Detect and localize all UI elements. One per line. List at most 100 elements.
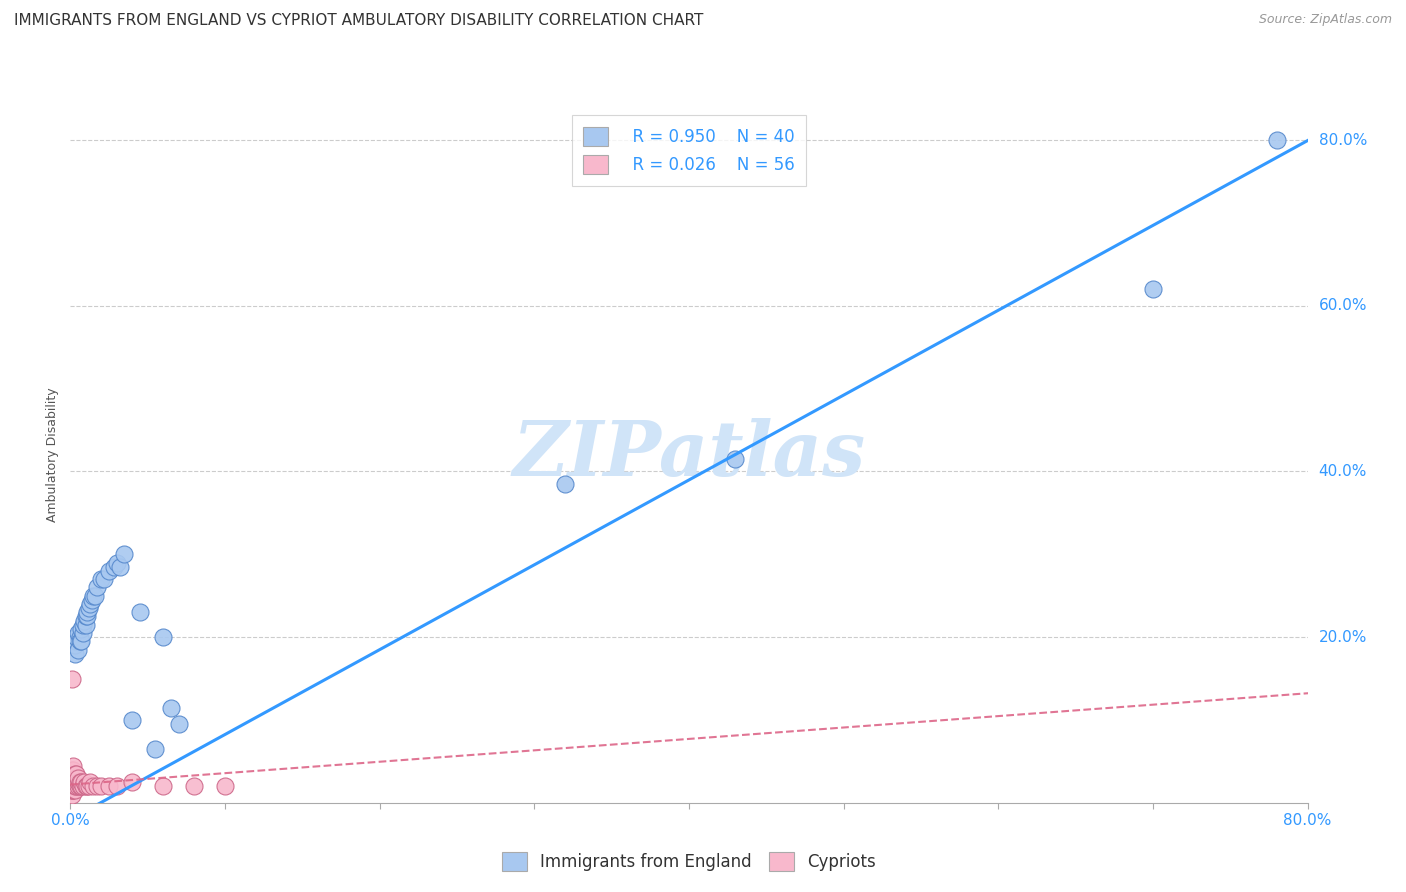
Point — [73, 614, 96, 628]
Point — [76, 779, 98, 793]
Point — [62, 775, 84, 789]
Point — [79, 775, 101, 789]
Text: IMMIGRANTS FROM ENGLAND VS CYPRIOT AMBULATORY DISABILITY CORRELATION CHART: IMMIGRANTS FROM ENGLAND VS CYPRIOT AMBUL… — [14, 13, 703, 29]
Point — [90, 779, 112, 793]
Point — [65, 771, 87, 785]
Point — [67, 626, 90, 640]
Point — [60, 771, 83, 785]
Point — [108, 559, 131, 574]
Point — [167, 717, 190, 731]
Point — [98, 779, 120, 793]
Point — [67, 771, 90, 785]
Point — [63, 647, 86, 661]
Point — [69, 779, 91, 793]
Point — [70, 779, 93, 793]
Point — [152, 779, 174, 793]
Point — [65, 775, 87, 789]
Point — [80, 592, 103, 607]
Point — [70, 775, 93, 789]
Point — [60, 775, 83, 789]
Point — [554, 476, 576, 491]
Point — [60, 775, 83, 789]
Text: ZIPatlas: ZIPatlas — [512, 418, 866, 491]
Point — [160, 700, 183, 714]
Point — [62, 783, 84, 797]
Point — [60, 766, 83, 781]
Point — [62, 771, 84, 785]
Y-axis label: Ambulatory Disability: Ambulatory Disability — [46, 388, 59, 522]
Point — [82, 589, 105, 603]
Point — [69, 775, 91, 789]
Point — [72, 626, 94, 640]
Point — [62, 771, 84, 785]
Point — [86, 581, 108, 595]
Point — [90, 572, 112, 586]
Point — [60, 771, 83, 785]
Point — [67, 775, 90, 789]
Point — [1265, 133, 1288, 147]
Point — [63, 771, 86, 785]
Point — [75, 779, 97, 793]
Point — [62, 758, 84, 772]
Point — [62, 763, 84, 777]
Point — [105, 779, 128, 793]
Point — [60, 788, 83, 802]
Point — [65, 766, 87, 781]
Point — [70, 634, 93, 648]
Point — [152, 630, 174, 644]
Point — [63, 766, 86, 781]
Point — [103, 559, 125, 574]
Point — [70, 622, 93, 636]
Point — [69, 634, 91, 648]
Point — [121, 775, 143, 789]
Text: 80.0%: 80.0% — [1319, 133, 1367, 148]
Text: Source: ZipAtlas.com: Source: ZipAtlas.com — [1258, 13, 1392, 27]
Point — [63, 639, 86, 653]
Text: 60.0%: 60.0% — [1319, 298, 1367, 313]
Point — [60, 779, 83, 793]
Point — [60, 766, 83, 781]
Text: 40.0%: 40.0% — [1319, 464, 1367, 479]
Point — [65, 630, 87, 644]
Point — [77, 779, 100, 793]
Point — [60, 783, 83, 797]
Point — [73, 775, 96, 789]
Point — [67, 779, 90, 793]
Point — [65, 779, 87, 793]
Point — [72, 779, 94, 793]
Point — [62, 779, 84, 793]
Point — [60, 779, 83, 793]
Point — [76, 605, 98, 619]
Point — [63, 779, 86, 793]
Point — [1142, 282, 1164, 296]
Point — [75, 617, 97, 632]
Point — [60, 783, 83, 797]
Point — [129, 605, 152, 619]
Point — [60, 763, 83, 777]
Point — [98, 564, 120, 578]
Point — [121, 713, 143, 727]
Point — [105, 556, 128, 570]
Point — [60, 771, 83, 785]
Point — [62, 771, 84, 785]
Point — [93, 572, 115, 586]
Point — [84, 589, 107, 603]
Point — [65, 634, 87, 648]
Point — [724, 452, 747, 467]
Point — [86, 779, 108, 793]
Point — [75, 609, 97, 624]
Legend: Immigrants from England, Cypriots: Immigrants from England, Cypriots — [495, 846, 883, 878]
Point — [79, 597, 101, 611]
Point — [63, 775, 86, 789]
Point — [145, 742, 166, 756]
Point — [62, 766, 84, 781]
Point — [63, 783, 86, 797]
Point — [62, 775, 84, 789]
Point — [60, 775, 83, 789]
Point — [77, 601, 100, 615]
Point — [76, 609, 98, 624]
Point — [60, 672, 83, 686]
Point — [214, 779, 236, 793]
Text: 20.0%: 20.0% — [1319, 630, 1367, 645]
Point — [114, 547, 135, 561]
